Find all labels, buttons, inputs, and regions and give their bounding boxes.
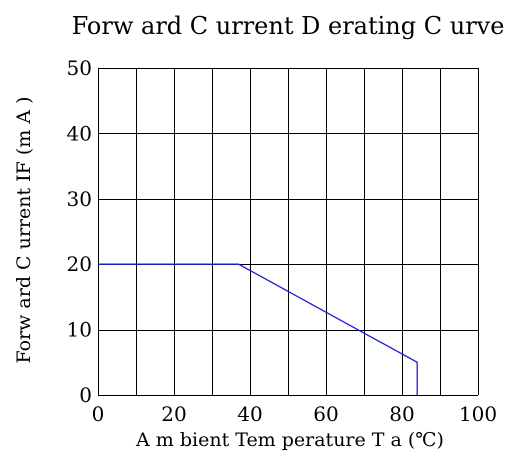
chart-title: Forw ard C urrent D erating C urve <box>72 12 505 40</box>
x-tick-label-5: 100 <box>459 402 497 426</box>
y-tick-label-4: 40 <box>67 121 92 145</box>
grid <box>98 68 479 396</box>
x-tick-label-0: 0 <box>92 402 105 426</box>
y-axis-label: Forw ard C urrent IF (m A ) <box>13 96 35 363</box>
series-layer <box>98 263 418 395</box>
x-tick-label-1: 20 <box>161 402 186 426</box>
y-tick-label-5: 50 <box>67 56 92 80</box>
y-tick-label-1: 10 <box>67 318 92 342</box>
x-tick-label-3: 60 <box>313 402 338 426</box>
y-tick-label-3: 30 <box>67 187 92 211</box>
series-line-0 <box>98 263 418 395</box>
x-tick-label-4: 80 <box>389 402 414 426</box>
x-axis-label: A m bient Tem perature T a (℃) <box>135 429 444 451</box>
y-tick-label-0: 0 <box>79 383 92 407</box>
tick-labels: 0 20 40 60 80 100 0 10 20 30 40 50 <box>67 56 498 426</box>
y-tick-label-2: 20 <box>67 252 92 276</box>
x-tick-label-2: 40 <box>237 402 262 426</box>
